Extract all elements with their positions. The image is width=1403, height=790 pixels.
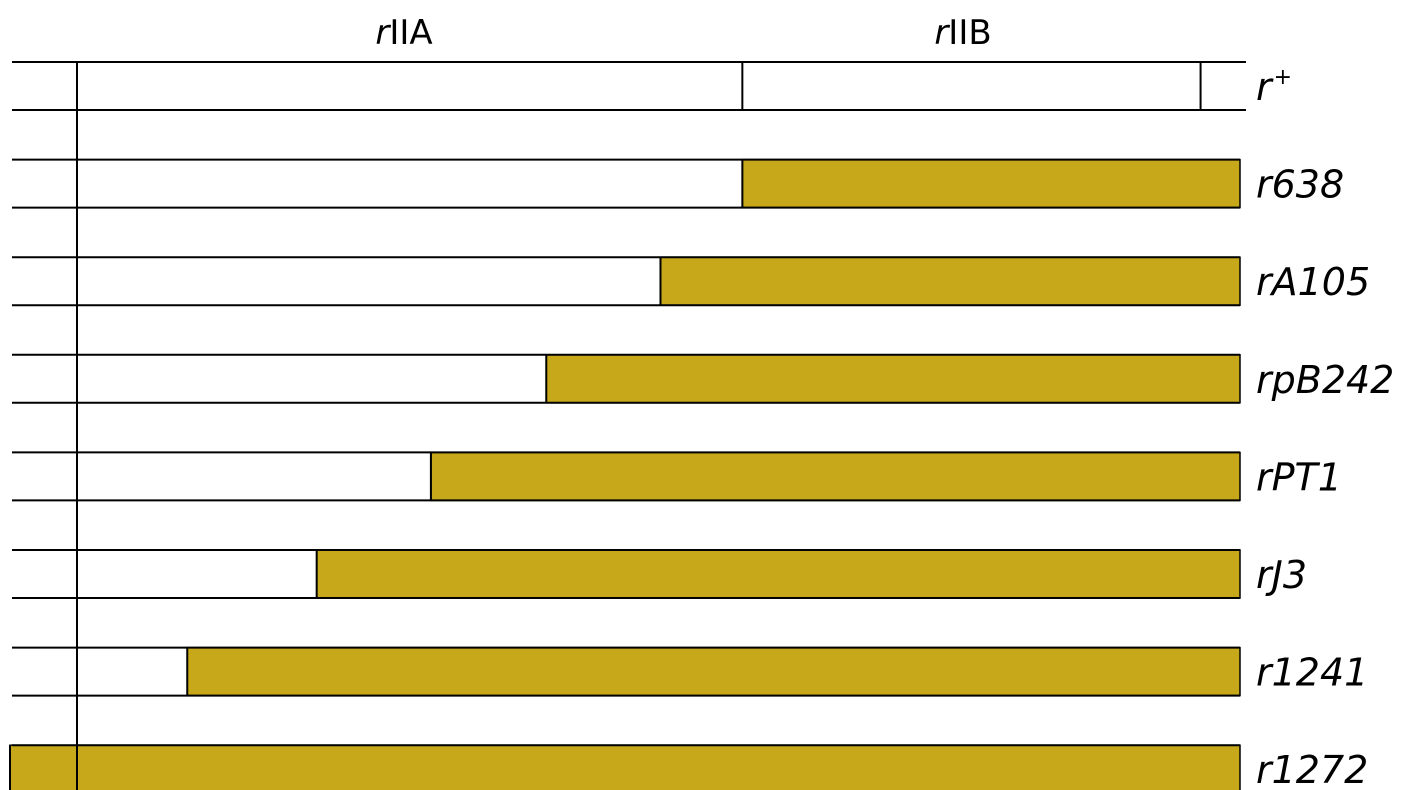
row-label: r+ — [1256, 65, 1292, 109]
deletion-segment — [430, 451, 1241, 502]
mutant-row: rJ3 — [12, 549, 1307, 599]
mutant-row: r+ — [12, 61, 1292, 111]
gene-label-riib: rIIB — [934, 13, 991, 53]
gene-labels: rIIA rIIB — [375, 13, 991, 53]
deletion-segment — [315, 549, 1241, 599]
deletion-segment — [659, 256, 1241, 306]
row-label: r1272 — [1256, 748, 1368, 790]
mutant-row: r1241 — [12, 646, 1368, 697]
mutant-row: rA105 — [12, 256, 1370, 307]
deletion-segment — [545, 354, 1241, 404]
deletion-segment — [186, 646, 1241, 697]
mutant-rows: r+ r638 rA105 rpB242 rPT1 rJ3 r1241 r1272 — [9, 61, 1394, 790]
row-label: rPT1 — [1256, 455, 1342, 499]
mutant-row: rpB242 — [12, 353, 1394, 404]
row-label: rA105 — [1256, 260, 1370, 304]
row-label: r638 — [1256, 163, 1344, 207]
row-label: rpB242 — [1256, 358, 1394, 402]
mutant-row: rPT1 — [12, 451, 1342, 502]
deletion-segment — [9, 744, 1241, 790]
row-label: r1241 — [1256, 651, 1368, 695]
deletion-segment — [741, 158, 1241, 209]
row-label: rJ3 — [1256, 553, 1307, 597]
mutant-row: r1272 — [9, 744, 1368, 790]
mutant-row: r638 — [12, 158, 1344, 209]
gene-label-riia: rIIA — [375, 13, 432, 53]
